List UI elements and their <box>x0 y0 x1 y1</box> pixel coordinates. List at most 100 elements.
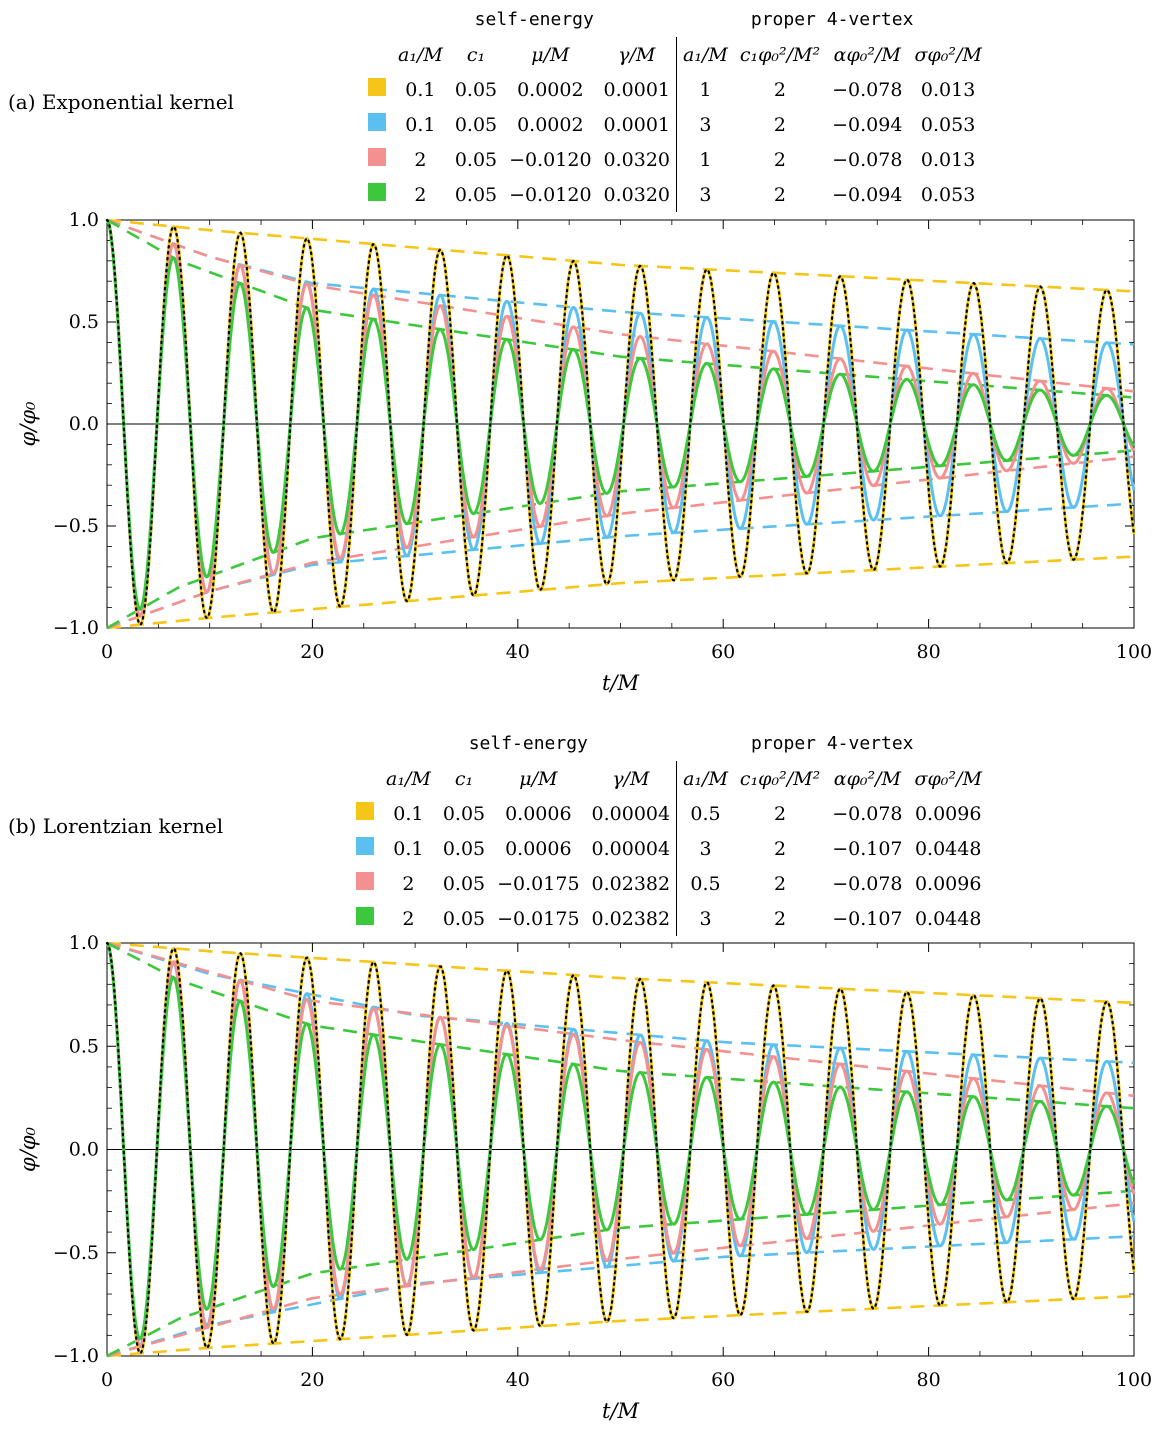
table-cell: 0.0006 <box>505 837 572 860</box>
col-header: a₁/M <box>676 37 734 72</box>
y-axis-label: φ/φ₀ <box>16 1126 40 1171</box>
col-header: αφ₀²/M <box>833 43 901 66</box>
x-tick-label: 100 <box>1116 1369 1152 1391</box>
table-row: 2 0.05 −0.0120 0.0320 3 2 −0.094 0.053 <box>362 177 988 212</box>
table-cell: 2 <box>402 872 415 895</box>
table-cell: 2 <box>774 907 787 930</box>
table-cell: 0.0006 <box>505 802 572 825</box>
table-cell: 0.05 <box>454 183 498 206</box>
panel-a-parameter-table: self-energy proper 4-vertex a₁/M c₁ μ/M … <box>362 2 988 212</box>
col-header: σφ₀²/M <box>914 767 982 790</box>
table-row: 0.1 0.05 0.0002 0.0001 3 2 −0.094 0.053 <box>362 107 988 142</box>
panel-a-chart: 0 20 40 60 80 100 −1.0 −0.5 0.0 0.5 1.0 t/M φ/φ₀ <box>16 209 1152 695</box>
table-cell: 0.5 <box>676 796 734 831</box>
col-header: μ/M <box>531 43 570 66</box>
table-cell: −0.0175 <box>497 872 580 895</box>
table-cell: 0.0001 <box>603 113 671 136</box>
x-axis-label: t/M <box>602 1399 640 1423</box>
table-cell: 2 <box>414 148 427 171</box>
table-row: 2 0.05 −0.0120 0.0320 1 2 −0.078 0.013 <box>362 142 988 177</box>
legend-swatch <box>368 183 386 201</box>
reference-dotted-line <box>105 218 1136 626</box>
table-cell: 1 <box>676 72 734 107</box>
legend-swatch <box>368 148 386 166</box>
table-cell: 0.00004 <box>591 837 671 860</box>
proper-4-vertex-group-label: proper 4-vertex <box>750 9 914 30</box>
table-cell: 0.053 <box>920 183 976 206</box>
panel-a-label: (a) Exponential kernel <box>8 90 234 114</box>
table-cell: 1 <box>676 142 734 177</box>
table-cell: −0.078 <box>832 872 903 895</box>
legend-swatch <box>356 837 374 855</box>
col-header: σφ₀²/M <box>914 43 982 66</box>
table-cell: −0.0120 <box>509 183 592 206</box>
y-axis-label: φ/φ₀ <box>16 401 40 446</box>
col-header: a₁/M <box>398 43 443 66</box>
table-cell: 0.0096 <box>914 872 982 895</box>
table-cell: 0.02382 <box>591 872 671 895</box>
table-cell: 0.0001 <box>603 78 671 101</box>
table-cell: 2 <box>774 837 787 860</box>
table-cell: 0.05 <box>454 148 498 171</box>
table-cell: 0.013 <box>920 148 976 171</box>
x-tick-label: 60 <box>711 641 735 663</box>
col-header: a₁/M <box>386 767 431 790</box>
series-line <box>105 942 1136 1341</box>
table-row: 0.1 0.05 0.0002 0.0001 1 2 −0.078 0.013 <box>362 72 988 107</box>
x-tick-label: 80 <box>917 1369 941 1391</box>
table-cell: 0.1 <box>405 113 436 136</box>
upper-envelope-line <box>106 218 1135 293</box>
lower-envelope-line <box>106 1294 1135 1358</box>
reference-dotted-line <box>105 941 1136 1355</box>
table-cell: 0.05 <box>454 78 498 101</box>
col-header: αφ₀²/M <box>833 767 901 790</box>
table-cell: 2 <box>773 148 787 171</box>
legend-swatch <box>356 907 374 925</box>
table-row: 0.1 0.05 0.0006 0.00004 3 2 −0.107 0.044… <box>350 831 988 866</box>
table-cell: 2 <box>774 872 787 895</box>
y-tick-label: −0.5 <box>53 515 99 537</box>
x-tick-label: 80 <box>917 641 941 663</box>
table-cell: 0.5 <box>676 866 734 901</box>
table-row: 2 0.05 −0.0175 0.02382 3 2 −0.107 0.0448 <box>350 901 988 936</box>
table-cell: −0.0175 <box>497 907 580 930</box>
table-cell: 2 <box>773 183 787 206</box>
y-tick-label: 0.0 <box>69 413 99 435</box>
upper-envelope-line <box>106 941 1135 1005</box>
legend-swatch <box>368 78 386 96</box>
table-cell: 0.05 <box>454 113 498 136</box>
table-cell: 0.02382 <box>591 907 671 930</box>
table-row: 0.1 0.05 0.0006 0.00004 0.5 2 −0.078 0.0… <box>350 796 988 831</box>
table-cell: 0.1 <box>393 837 424 860</box>
x-tick-label: 0 <box>101 641 113 663</box>
table-cell: −0.094 <box>832 113 903 136</box>
table-cell: 0.1 <box>393 802 424 825</box>
table-cell: −0.107 <box>832 907 903 930</box>
table-cell: 3 <box>676 107 734 142</box>
y-tick-label: −1.0 <box>53 1345 99 1367</box>
x-tick-label: 40 <box>506 1369 530 1391</box>
y-tick-label: 1.0 <box>69 209 99 231</box>
table-cell: 3 <box>676 831 734 866</box>
lower-envelope-line <box>106 555 1135 630</box>
table-cell: 2 <box>414 183 427 206</box>
proper-4-vertex-group-label: proper 4-vertex <box>750 733 914 754</box>
table-cell: 0.05 <box>442 837 486 860</box>
table-cell: −0.094 <box>832 183 903 206</box>
lower-envelope-line <box>106 1234 1135 1358</box>
y-tick-label: 0.5 <box>69 311 99 333</box>
legend-swatch <box>356 872 374 890</box>
table-cell: −0.0120 <box>509 148 592 171</box>
series-line <box>105 942 1136 1348</box>
y-tick-label: 0.5 <box>69 1035 99 1057</box>
table-cell: 2 <box>773 113 787 136</box>
x-tick-label: 20 <box>300 1369 324 1391</box>
x-tick-label: 100 <box>1116 641 1152 663</box>
table-cell: 0.0096 <box>914 802 982 825</box>
legend-swatch <box>368 113 386 131</box>
y-tick-label: 0.0 <box>69 1139 99 1161</box>
table-cell: 3 <box>676 901 734 936</box>
y-tick-label: 1.0 <box>69 932 99 954</box>
table-cell: 0.013 <box>920 78 976 101</box>
table-cell: 0.05 <box>442 907 486 930</box>
